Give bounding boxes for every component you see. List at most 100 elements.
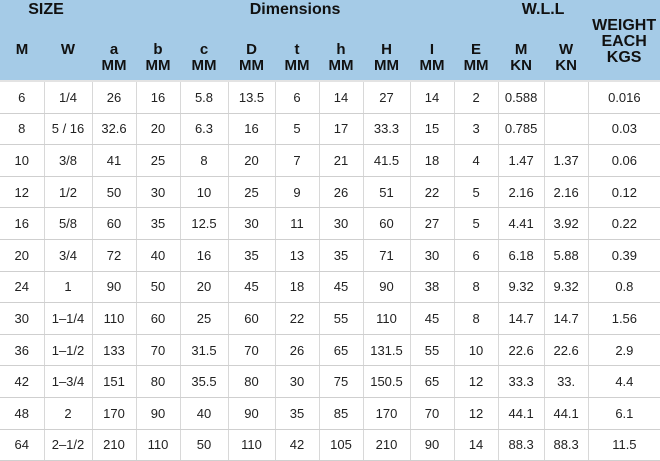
table-cell: 48 [0, 397, 45, 430]
table-cell: 45 [319, 271, 364, 304]
table-cell: 27 [363, 79, 411, 114]
dimensions-group-header: Dimensions [92, 0, 499, 20]
table-cell: 60 [136, 302, 181, 335]
column-header: M [0, 20, 44, 81]
table-cell: 60 [92, 207, 137, 240]
table-cell: 4.4 [588, 365, 660, 398]
table-cell: 14 [319, 79, 364, 114]
table-cell: 45 [228, 271, 276, 304]
table-cell: 17 [319, 113, 364, 146]
table-row: 6 1/4 26 16 5.8 13.5 6 14 27 14 2 0.588 0.016 [0, 79, 660, 114]
table-cell: 3.92 [544, 207, 589, 240]
table-cell: 42 [0, 365, 45, 398]
table-cell: 70 [228, 334, 276, 367]
table-cell: 16 [228, 113, 276, 146]
table-cell: 1.47 [498, 144, 545, 177]
table-cell: 65 [410, 365, 455, 398]
column-header-unit: MM [101, 57, 127, 74]
weight-column-header: WEIGHT EACH KGS [588, 0, 660, 81]
table-cell: 35 [319, 239, 364, 272]
table-cell: 2–1/2 [44, 429, 93, 461]
column-header-unit: MM [239, 57, 264, 74]
table-cell: 16 [0, 207, 45, 240]
column-header: I MM [410, 20, 454, 81]
table-cell: 41.5 [363, 144, 411, 177]
table-cell: 50 [180, 429, 229, 461]
table-cell: 15 [410, 113, 455, 146]
table-cell: 5 [454, 207, 499, 240]
table-row: 10 3/8 41 25 8 20 7 21 41.5 18 4 1.47 1.37 0.06 [0, 144, 660, 177]
table-cell: 18 [275, 271, 320, 304]
table-cell: 90 [363, 271, 411, 304]
table-cell [544, 79, 589, 114]
table-cell [544, 113, 589, 146]
column-header-unit: KN [555, 57, 577, 74]
table-cell: 30 [275, 365, 320, 398]
table-row: 12 1/2 50 30 10 25 9 26 51 22 5 2.16 2.16 0.12 [0, 176, 660, 209]
table-cell: 5 / 16 [44, 113, 93, 146]
table-cell: 41 [92, 144, 137, 177]
table-cell: 22.6 [498, 334, 545, 367]
table-cell: 18 [410, 144, 455, 177]
table-cell: 9.32 [498, 271, 545, 304]
weight-header-line: EACH [601, 33, 647, 50]
table-cell: 131.5 [363, 334, 411, 367]
table-cell: 90 [92, 271, 137, 304]
table-cell: 31.5 [180, 334, 229, 367]
table-row: 64 2–1/2 210 110 50 110 42 105 210 90 14 88.3 88.3 11… [0, 429, 660, 461]
table-cell: 60 [228, 302, 276, 335]
column-header-unit: MM [145, 57, 171, 74]
column-header-symbol: W [60, 41, 76, 58]
table-cell: 40 [180, 397, 229, 430]
table-cell: 170 [92, 397, 137, 430]
table-cell: 2.16 [498, 176, 545, 209]
table-cell: 6 [275, 79, 320, 114]
table-cell: 22.6 [544, 334, 589, 367]
table-cell: 14 [454, 429, 499, 461]
table-cell: 50 [136, 271, 181, 304]
table-cell: 5/8 [44, 207, 93, 240]
table-cell: 80 [228, 365, 276, 398]
table-cell: 22 [275, 302, 320, 335]
column-header: D MM [228, 20, 275, 81]
table-cell: 13.5 [228, 79, 276, 114]
table-cell: 80 [136, 365, 181, 398]
column-header: b MM [136, 20, 180, 81]
table-cell: 0.03 [588, 113, 660, 146]
column-header: h MM [319, 20, 363, 81]
table-cell: 12 [0, 176, 45, 209]
table-cell: 6 [454, 239, 499, 272]
table-cell: 65 [319, 334, 364, 367]
column-header: a MM [92, 20, 136, 81]
table-cell: 2.16 [544, 176, 589, 209]
table-cell: 133 [92, 334, 137, 367]
table-cell: 110 [136, 429, 181, 461]
table-cell: 6.1 [588, 397, 660, 430]
table-cell: 33.3 [363, 113, 411, 146]
table-cell: 85 [319, 397, 364, 430]
table-cell: 16 [136, 79, 181, 114]
table-cell: 33.3 [498, 365, 545, 398]
column-header-symbol: E [471, 41, 482, 58]
table-cell: 12 [454, 397, 499, 430]
table-cell: 22 [410, 176, 455, 209]
column-header-unit: MM [328, 57, 354, 74]
table-cell: 0.8 [588, 271, 660, 304]
column-header-symbol: M [514, 41, 528, 58]
column-header-unit: MM [191, 57, 217, 74]
table-cell: 10 [180, 176, 229, 209]
table-row: 20 3/4 72 40 16 35 13 35 71 30 6 6.18 5.88 0.39 [0, 239, 660, 272]
table-cell: 90 [228, 397, 276, 430]
table-cell: 27 [410, 207, 455, 240]
table-cell: 105 [319, 429, 364, 461]
table-cell: 20 [180, 271, 229, 304]
table-cell: 60 [363, 207, 411, 240]
table-cell: 2 [44, 397, 93, 430]
table-row: 42 1–3/4 151 80 35.5 80 30 75 150.5 65 12 33.3 33. 4.… [0, 365, 660, 398]
table-cell: 25 [136, 144, 181, 177]
table-row: 30 1–1/4 110 60 25 60 22 55 110 45 8 14.7 14.7 1.56 [0, 302, 660, 335]
table-cell: 75 [319, 365, 364, 398]
table-cell: 3/4 [44, 239, 93, 272]
table-cell: 9 [275, 176, 320, 209]
